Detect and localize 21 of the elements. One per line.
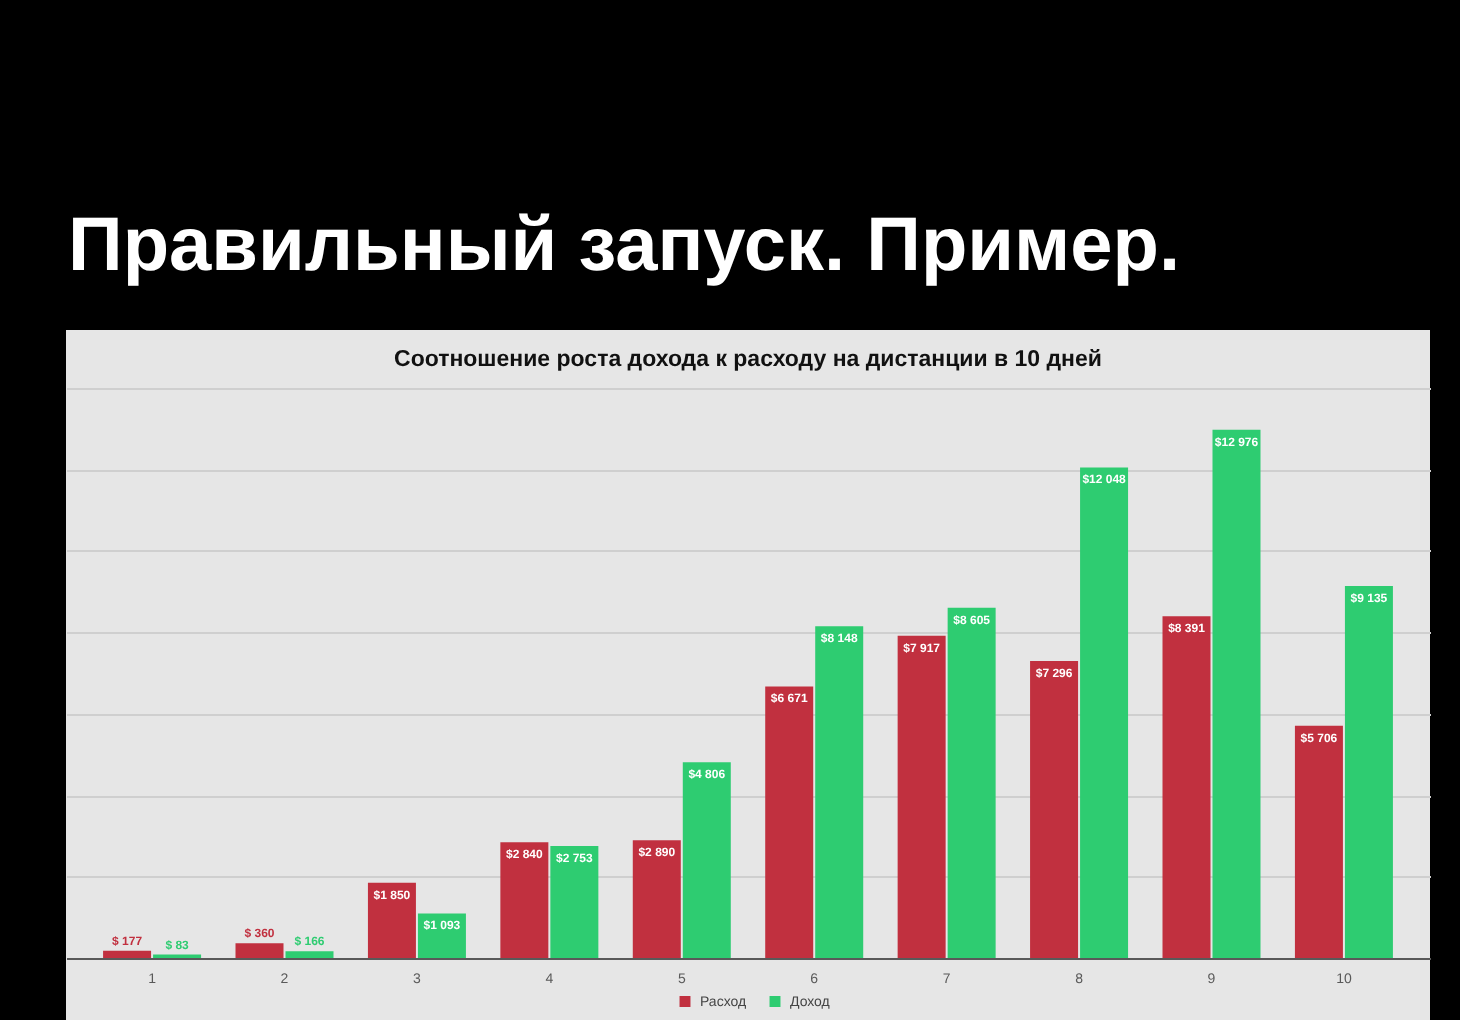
bar bbox=[632, 840, 681, 958]
bar bbox=[1030, 660, 1079, 958]
bar bbox=[103, 950, 152, 958]
bar bbox=[1162, 616, 1211, 958]
bar bbox=[1344, 586, 1393, 958]
bar bbox=[235, 943, 284, 958]
bar bbox=[285, 951, 334, 958]
bar bbox=[815, 626, 864, 958]
bar bbox=[550, 845, 599, 958]
bar bbox=[417, 913, 466, 958]
bar bbox=[1080, 467, 1129, 958]
chart-subtitle: Соотношение роста дохода к расходу на дистанции в 10 дней bbox=[394, 348, 1102, 372]
chart-title: Правильный запуск. Пример. bbox=[68, 204, 1181, 288]
bar bbox=[947, 607, 996, 958]
bar bbox=[367, 882, 416, 958]
bar bbox=[682, 762, 731, 958]
bar bbox=[1294, 725, 1343, 958]
bar bbox=[500, 842, 549, 958]
bar bbox=[765, 686, 814, 958]
bar bbox=[1212, 429, 1261, 958]
bar bbox=[897, 635, 946, 958]
